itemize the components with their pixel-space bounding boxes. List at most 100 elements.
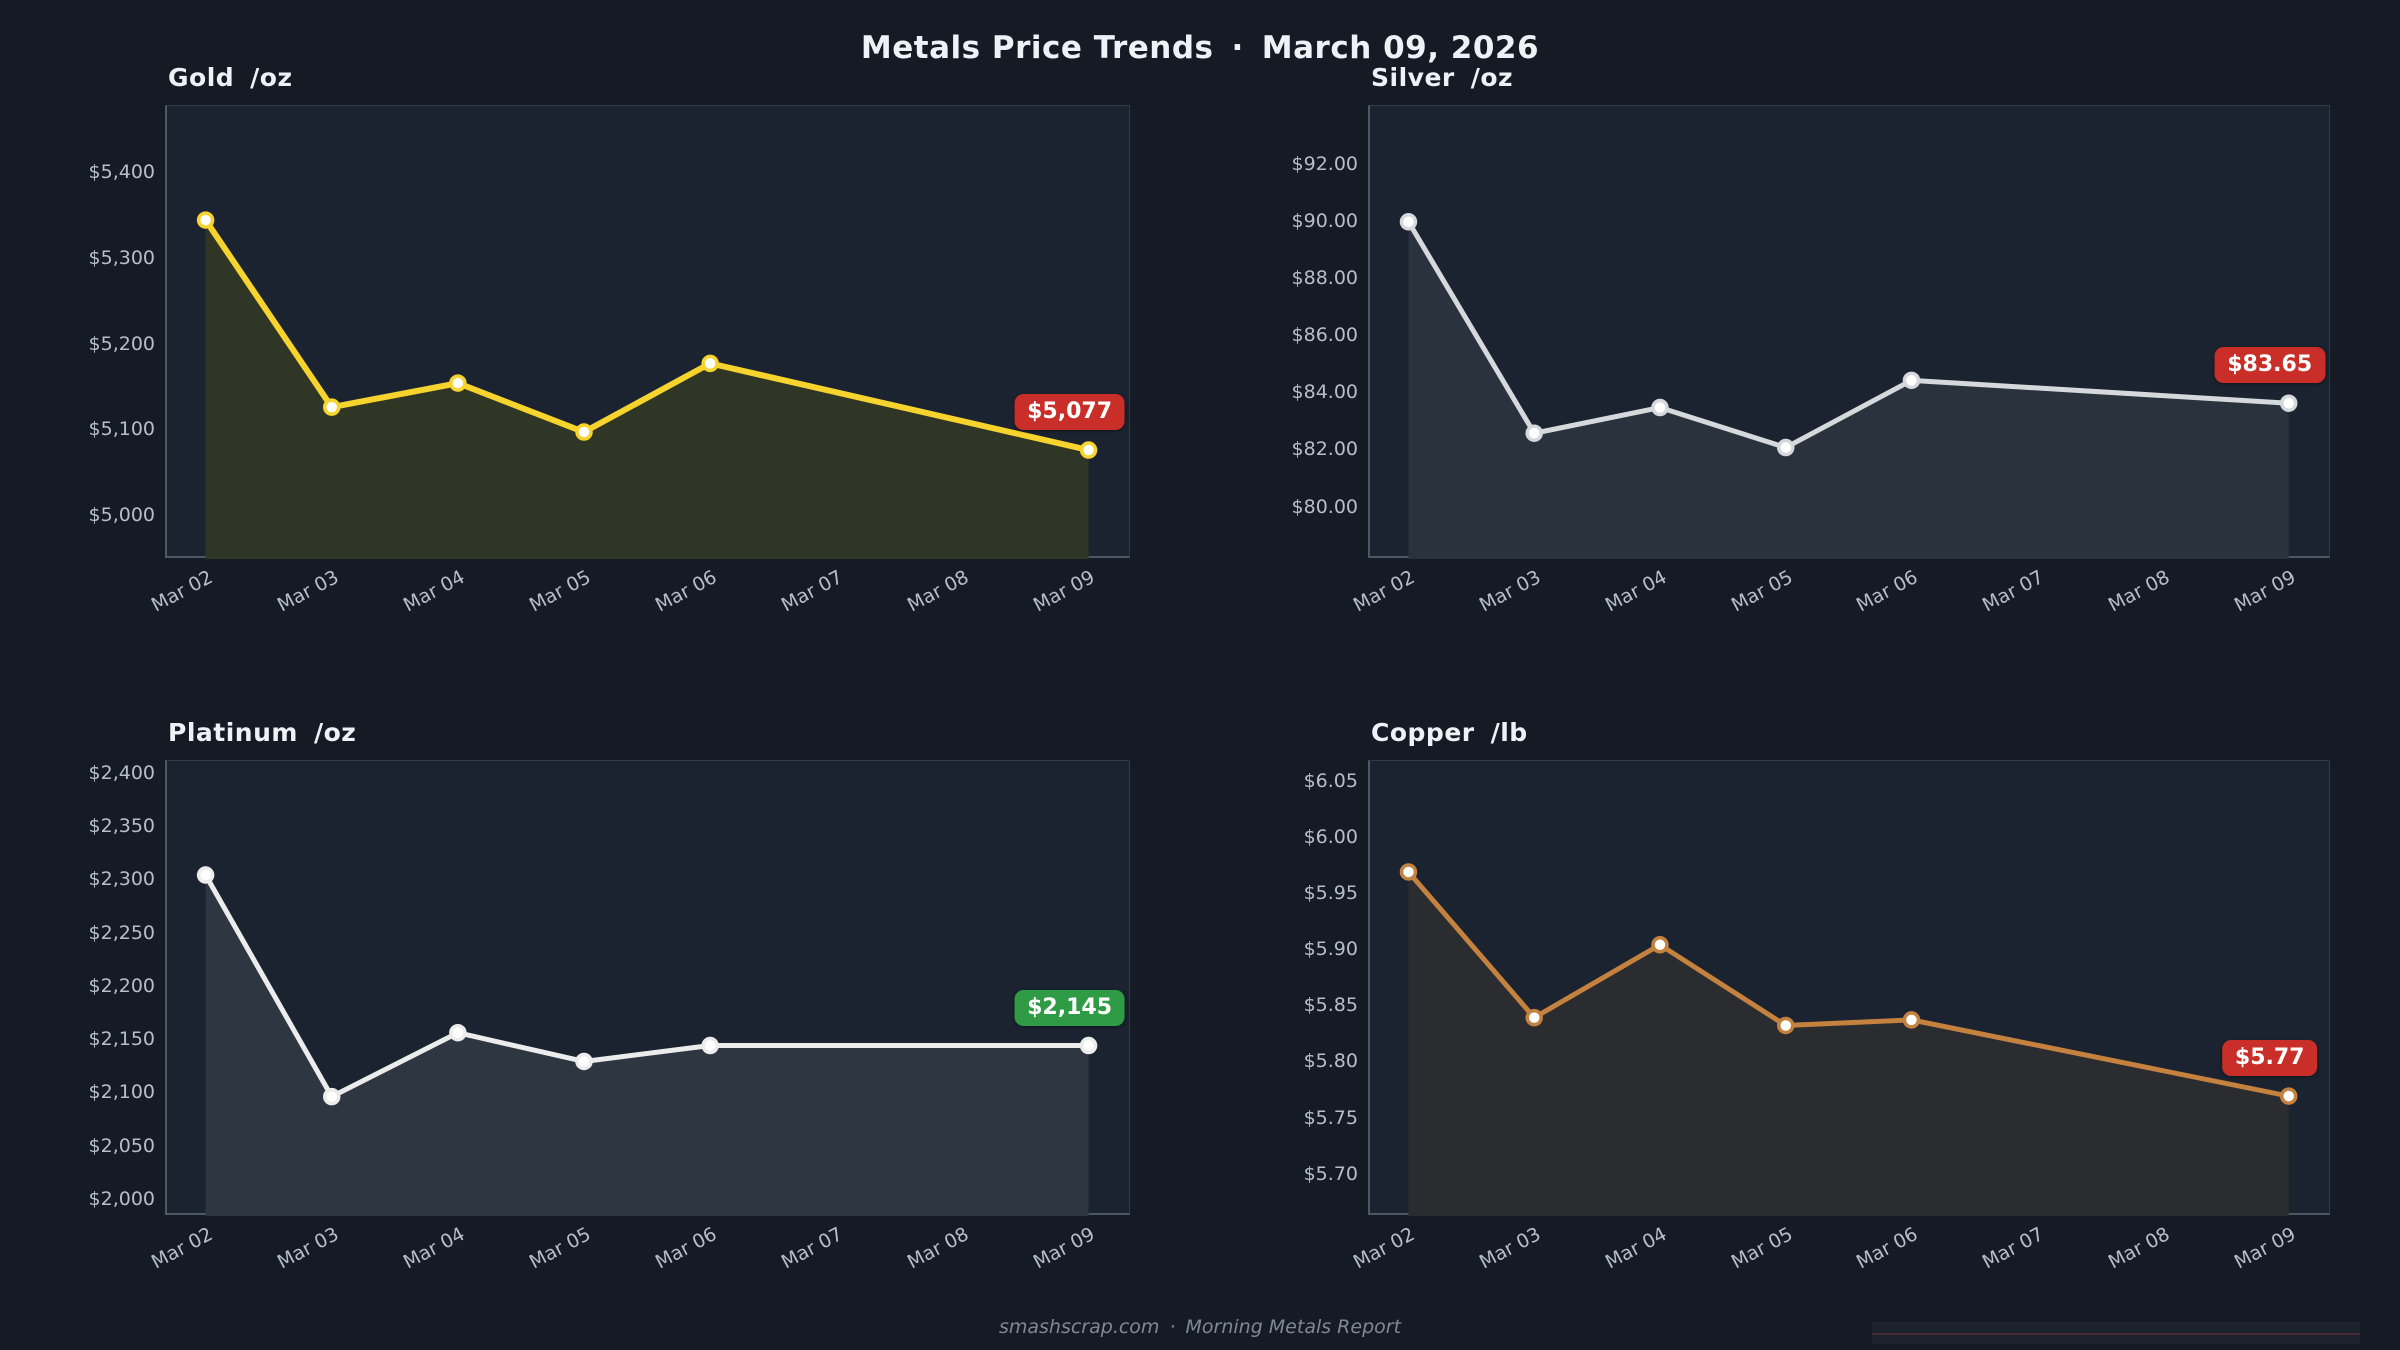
y-tick-label: $88.00 xyxy=(1291,266,1358,289)
x-tick-text: Mar 02 xyxy=(1350,1223,1419,1274)
gold-chart-title: Gold/oz xyxy=(168,63,293,92)
x-tick-text: Mar 02 xyxy=(1350,566,1419,617)
x-tick-text: Mar 07 xyxy=(777,566,847,617)
x-tick-text: Mar 07 xyxy=(1978,1223,2048,1274)
data-point-marker xyxy=(196,211,215,229)
data-point-marker xyxy=(701,1036,719,1055)
y-tick-label: $5,200 xyxy=(88,332,155,355)
silver-chart-title: Silver/oz xyxy=(1371,63,1513,92)
gold-plot-area: $5,400 $5,300 $5,200 $5,100 $5,000 Mar 02 Mar… xyxy=(89,105,1130,616)
price-line xyxy=(203,872,1092,1100)
x-tick-text: Mar 03 xyxy=(1475,1223,1545,1274)
footer-site: smashscrap.com xyxy=(998,1316,1160,1338)
gold-unit-label: /oz xyxy=(250,63,293,92)
copper-line-series xyxy=(1399,863,2298,1216)
y-tick-label: $92.00 xyxy=(1291,152,1358,175)
x-tick-text: Mar 04 xyxy=(1601,566,1671,617)
gold-y-axis-labels: $5,400 $5,300 $5,200 $5,100 $5,000 xyxy=(15,106,155,556)
area-fill xyxy=(1408,221,2289,559)
data-point-marker xyxy=(1079,441,1098,459)
data-point-marker xyxy=(322,398,341,416)
x-tick-text: Mar 09 xyxy=(2230,566,2300,617)
silver-metal-name: Silver xyxy=(1371,63,1455,92)
y-tick-label: $5.70 xyxy=(1303,1162,1358,1185)
x-tick-text: Mar 03 xyxy=(273,1223,343,1274)
price-line xyxy=(1405,869,2292,1099)
price-line xyxy=(202,217,1092,454)
y-tick-label: $5,400 xyxy=(88,160,155,183)
data-point-marker xyxy=(1902,371,1921,390)
x-tick-text: Mar 07 xyxy=(777,1223,847,1274)
y-tick-label: $6.05 xyxy=(1303,770,1358,793)
copper-price-badge: $5.77 xyxy=(2221,1040,2318,1077)
data-point-marker xyxy=(1651,398,1669,417)
y-tick-label: $2,000 xyxy=(88,1188,155,1211)
y-tick-label: $5,000 xyxy=(88,504,155,527)
x-tick-text: Mar 06 xyxy=(651,566,721,617)
price-line xyxy=(1405,219,2292,451)
copper-y-axis-labels: $6.05 $6.00 $5.95 $5.90 $5.85 $5.80 $5.75 $5.70 xyxy=(1218,761,1358,1213)
data-point-marker xyxy=(1525,1008,1543,1027)
platinum-metal-name: Platinum xyxy=(168,718,298,747)
y-tick-label: $2,300 xyxy=(88,868,155,891)
area-fill xyxy=(205,875,1089,1216)
x-tick-text: Mar 08 xyxy=(904,1223,973,1274)
gold-price-badge: $5,077 xyxy=(1014,394,1126,431)
y-tick-label: $80.00 xyxy=(1291,495,1358,518)
y-tick-label: $86.00 xyxy=(1291,324,1358,347)
x-tick-text: Mar 07 xyxy=(1978,566,2048,617)
copper-chart-title: Copper/lb xyxy=(1371,718,1528,747)
page-title-date: March 09, 2026 xyxy=(1261,30,1540,66)
x-tick-text: Mar 05 xyxy=(525,566,595,617)
platinum-plot-area: $2,400 $2,350 $2,300 $2,250 $2,200 $2,150 $2,1… xyxy=(89,760,1130,1273)
silver-y-axis-labels: $92.00 $90.00 $88.00 $86.00 $84.00 $82.00 $80.… xyxy=(1218,106,1358,556)
y-tick-label: $2,100 xyxy=(88,1081,155,1104)
silver-unit-label: /oz xyxy=(1470,63,1514,92)
screenshot-artifact-bar xyxy=(1872,1322,2360,1344)
y-tick-label: $82.00 xyxy=(1291,438,1358,461)
x-tick-text: Mar 05 xyxy=(1727,566,1797,617)
y-tick-label: $90.00 xyxy=(1291,209,1358,232)
y-tick-label: $5,100 xyxy=(88,418,155,441)
y-tick-label: $5.90 xyxy=(1303,938,1358,961)
y-tick-label: $2,150 xyxy=(88,1028,155,1051)
x-tick-text: Mar 09 xyxy=(1030,566,1099,617)
x-tick-text: Mar 03 xyxy=(1475,566,1545,617)
y-tick-label: $5.80 xyxy=(1303,1050,1358,1073)
platinum-y-axis-labels: $2,400 $2,350 $2,300 $2,250 $2,200 $2,150 $2,1… xyxy=(15,761,155,1213)
x-tick-text: Mar 02 xyxy=(147,566,216,617)
gold-metal-name: Gold xyxy=(168,63,235,92)
y-tick-label: $2,250 xyxy=(88,921,155,944)
data-point-marker xyxy=(1902,1011,1921,1029)
platinum-line-series xyxy=(196,866,1098,1216)
y-tick-label: $5.95 xyxy=(1303,882,1358,905)
x-tick-text: Mar 09 xyxy=(2230,1223,2300,1274)
copper-plot-area: $6.05 $6.00 $5.95 $5.90 $5.85 $5.80 $5.75 $5.70… xyxy=(1304,760,2330,1273)
x-tick-text: Mar 08 xyxy=(2104,566,2174,617)
data-point-marker xyxy=(1776,1016,1795,1035)
footer: smashscrap.com · Morning Metals Report xyxy=(0,1316,2400,1338)
data-point-marker xyxy=(575,1052,593,1071)
data-point-marker xyxy=(449,374,467,392)
copper-x-axis-labels: Mar 02 Mar 03 Mar 04 Mar 05 Mar 06 Mar 07 Mar … xyxy=(1350,1213,2329,1274)
y-tick-label: $2,200 xyxy=(88,974,155,997)
y-tick-label: $2,350 xyxy=(88,815,155,838)
data-point-marker xyxy=(449,1023,467,1042)
silver-x-axis-labels: Mar 02 Mar 03 Mar 04 Mar 05 Mar 06 Mar 07 Mar … xyxy=(1350,556,2329,617)
data-point-marker xyxy=(2279,394,2298,412)
x-tick-text: Mar 02 xyxy=(147,1223,216,1274)
x-tick-text: Mar 08 xyxy=(904,566,973,617)
x-tick-text: Mar 04 xyxy=(399,1223,469,1274)
x-tick-text: Mar 09 xyxy=(1030,1223,1099,1274)
data-point-marker xyxy=(2279,1087,2298,1105)
y-tick-label: $84.00 xyxy=(1291,381,1358,404)
platinum-chart-title: Platinum/oz xyxy=(168,718,356,747)
data-point-marker xyxy=(322,1087,341,1106)
page-title-text: Metals Price Trends xyxy=(860,30,1214,66)
platinum-price-badge: $2,145 xyxy=(1014,989,1126,1026)
gold-x-axis-labels: Mar 02 Mar 03 Mar 04 Mar 05 Mar 06 Mar 07 Mar … xyxy=(147,556,1129,617)
data-point-marker xyxy=(1079,1036,1098,1055)
x-tick-text: Mar 04 xyxy=(399,566,469,617)
y-tick-label: $6.00 xyxy=(1303,826,1358,849)
data-point-marker xyxy=(1651,936,1669,954)
